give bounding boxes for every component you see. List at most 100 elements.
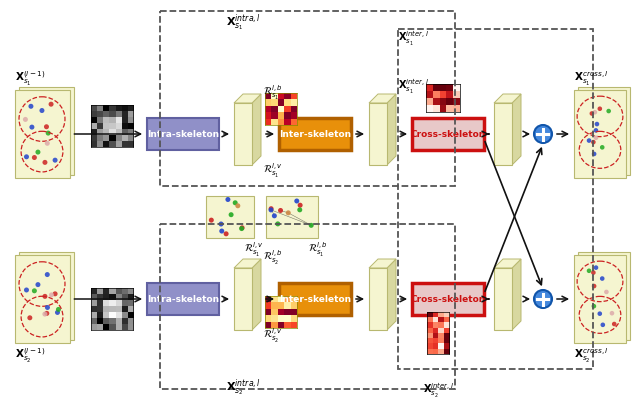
Point	[590, 110, 600, 116]
Bar	[160, 12, 455, 187]
Text: Inter-skeleton: Inter-skeleton	[279, 130, 351, 139]
Bar	[398, 30, 593, 369]
Point	[595, 311, 605, 317]
Text: $\mathbf{X}^{inter,l}_{s_1}$: $\mathbf{X}^{inter,l}_{s_1}$	[398, 78, 429, 96]
Point	[37, 108, 47, 115]
Point	[292, 198, 302, 205]
Polygon shape	[512, 259, 521, 330]
Point	[595, 106, 605, 113]
Text: $\mathbf{X}^{(l-1)}_{s_2}$: $\mathbf{X}^{(l-1)}_{s_2}$	[15, 346, 45, 364]
Point	[588, 270, 598, 276]
Point	[588, 140, 598, 146]
Text: Intra-skeleton: Intra-skeleton	[147, 295, 219, 304]
Text: Intra-skeleton: Intra-skeleton	[147, 130, 219, 139]
Point	[283, 210, 293, 217]
Point	[52, 309, 63, 316]
Text: $\mathbf{X}^{cross,l}_{s_1}$: $\mathbf{X}^{cross,l}_{s_1}$	[574, 70, 609, 88]
Text: $\mathbf{X}^{intra,l}_{s_2}$: $\mathbf{X}^{intra,l}_{s_2}$	[225, 376, 260, 397]
Point	[29, 155, 40, 161]
Point	[598, 322, 608, 328]
Point	[50, 158, 60, 164]
Point	[591, 135, 601, 142]
Bar	[266, 196, 318, 238]
Point	[584, 268, 594, 274]
Polygon shape	[494, 259, 521, 269]
Text: $\mathcal{R}^{l,v}_{s_1}$: $\mathcal{R}^{l,v}_{s_1}$	[263, 162, 283, 179]
Bar	[369, 104, 387, 166]
Bar	[206, 196, 254, 238]
Bar	[578, 88, 630, 175]
Point	[295, 202, 305, 209]
Point	[42, 124, 52, 131]
Point	[266, 206, 276, 212]
Text: Inter-skeleton: Inter-skeleton	[279, 295, 351, 304]
Point	[306, 222, 316, 229]
Point	[226, 212, 236, 218]
Bar	[147, 119, 219, 151]
Bar	[279, 119, 351, 151]
Point	[33, 281, 43, 288]
Circle shape	[534, 290, 552, 308]
Point	[42, 305, 52, 311]
Polygon shape	[512, 95, 521, 166]
Point	[584, 138, 594, 145]
Polygon shape	[369, 259, 396, 269]
Text: $\mathbf{X}^{inter,l}_{s_1}$: $\mathbf{X}^{inter,l}_{s_1}$	[398, 30, 429, 48]
Bar	[19, 252, 74, 340]
Bar	[494, 269, 512, 330]
Bar	[369, 269, 387, 330]
Point	[223, 197, 233, 203]
Point	[29, 288, 40, 294]
Point	[604, 109, 614, 115]
Text: $\mathbf{X}^{inter,l}_{s_2}$: $\mathbf{X}^{inter,l}_{s_2}$	[422, 381, 453, 399]
Bar	[19, 88, 74, 175]
Point	[21, 287, 31, 294]
Text: $\mathbf{X}^{intra,l}_{s_1}$: $\mathbf{X}^{intra,l}_{s_1}$	[225, 12, 260, 33]
Bar	[279, 284, 351, 315]
Text: $\mathcal{R}^{l,v}_{s_2}$: $\mathcal{R}^{l,v}_{s_2}$	[263, 326, 283, 344]
Polygon shape	[252, 259, 261, 330]
Text: $\mathcal{R}^{l,v}_{s_1}$: $\mathcal{R}^{l,v}_{s_1}$	[244, 240, 264, 258]
Point	[266, 207, 276, 213]
Point	[40, 160, 50, 166]
Point	[589, 303, 599, 310]
Polygon shape	[234, 95, 261, 104]
Point	[237, 225, 247, 232]
Point	[26, 104, 36, 110]
Point	[46, 102, 56, 108]
Point	[27, 125, 37, 131]
Polygon shape	[252, 95, 261, 166]
Point	[216, 221, 226, 228]
Bar	[574, 91, 626, 179]
Point	[20, 117, 31, 124]
Circle shape	[534, 126, 552, 144]
Point	[42, 272, 52, 278]
Point	[230, 200, 241, 207]
Point	[21, 154, 31, 161]
Polygon shape	[369, 95, 396, 104]
Bar	[147, 284, 219, 315]
Point	[602, 289, 612, 296]
Bar	[574, 256, 626, 343]
Polygon shape	[494, 95, 521, 104]
Bar	[412, 284, 484, 315]
Text: $\mathbf{X}^{(l-1)}_{s_1}$: $\mathbf{X}^{(l-1)}_{s_1}$	[15, 70, 45, 88]
Point	[221, 231, 231, 237]
Point	[40, 293, 50, 300]
Bar	[15, 91, 70, 179]
Polygon shape	[387, 259, 396, 330]
Point	[42, 141, 52, 147]
Bar	[160, 224, 455, 389]
Polygon shape	[234, 259, 261, 269]
Bar	[412, 119, 484, 151]
Point	[592, 122, 602, 128]
Point	[42, 310, 52, 317]
Polygon shape	[387, 95, 396, 166]
Point	[273, 221, 283, 228]
Point	[43, 130, 53, 137]
Bar	[234, 269, 252, 330]
Point	[269, 213, 280, 220]
Point	[237, 226, 247, 232]
Point	[33, 149, 43, 156]
Point	[589, 151, 599, 158]
